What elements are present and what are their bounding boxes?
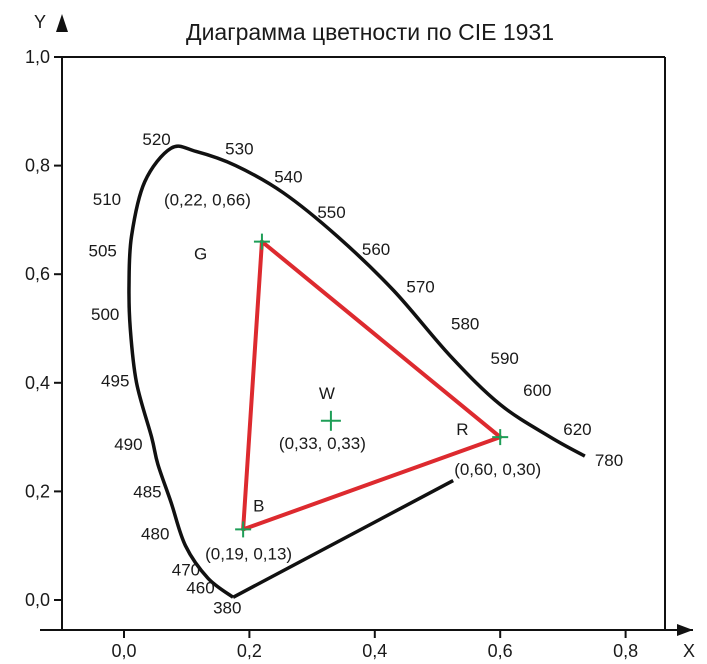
wavelength-label: 505	[89, 241, 117, 260]
point-name: W	[319, 384, 335, 403]
x-tick-label: 0,4	[362, 641, 387, 661]
point-name: B	[253, 496, 264, 515]
y-axis-label: Y	[34, 12, 46, 32]
spectral-locus-layer	[127, 144, 586, 599]
wavelength-label: 460	[186, 579, 214, 598]
x-axis-label: X	[683, 641, 695, 661]
wavelength-label: 490	[114, 435, 142, 454]
wavelength-label: 520	[142, 130, 170, 149]
wavelength-label: 560	[362, 240, 390, 259]
point-layer: G (0,22, 0,66) R (0,60, 0,30) B (0,19, 0,13) W…	[164, 191, 541, 564]
wavelength-label: 600	[523, 381, 551, 400]
wavelength-label: 550	[317, 203, 345, 222]
wavelength-label: 500	[91, 305, 119, 324]
point-coord-label: (0,60, 0,30)	[454, 460, 541, 479]
point-name: R	[456, 420, 468, 439]
y-tick-label: 0,2	[25, 481, 50, 501]
wavelength-label: 510	[93, 190, 121, 209]
wavelength-label: 620	[563, 420, 591, 439]
wavelength-label: 780	[595, 451, 623, 470]
gamut-triangle	[241, 239, 503, 532]
wavelength-label: 470	[172, 560, 200, 579]
wavelength-label: 580	[451, 315, 479, 334]
wavelength-label: 540	[274, 168, 302, 187]
y-tick-label: 0,4	[25, 373, 50, 393]
x-axis-arrow	[677, 624, 693, 636]
wavelength-label: 590	[491, 349, 519, 368]
wavelength-label: 485	[133, 482, 161, 501]
x-tick-label: 0,2	[237, 641, 262, 661]
x-tick-label: 0,8	[613, 641, 638, 661]
y-tick-label: 1,0	[25, 47, 50, 67]
axes: X Y 0,0 0,2 0,4 0,6 0,8 0,0 0,2 0,4 0,6 0,8 1,0	[25, 12, 695, 661]
x-tick-label: 0,6	[488, 641, 513, 661]
point-coord-label: (0,33, 0,33)	[279, 434, 366, 453]
point-coord-label: (0,22, 0,66)	[164, 191, 251, 210]
gamut-layer	[241, 239, 503, 532]
point-coord-label: (0,19, 0,13)	[205, 544, 292, 563]
wavelength-label: 530	[225, 139, 253, 158]
y-tick-label: 0,0	[25, 590, 50, 610]
spectral-locus	[127, 144, 586, 599]
purple-line	[232, 478, 454, 599]
point-name: G	[194, 245, 207, 264]
wavelength-label: 570	[406, 278, 434, 297]
y-axis-arrow	[56, 14, 68, 32]
wavelength-label: 480	[141, 524, 169, 543]
x-tick-label: 0,0	[111, 641, 136, 661]
y-tick-label: 0,6	[25, 264, 50, 284]
wavelength-label: 495	[101, 371, 129, 390]
wavelength-label: 380	[213, 598, 241, 617]
chart-title: Диаграмма цветности по CIE 1931	[186, 19, 554, 45]
y-tick-label: 0,8	[25, 156, 50, 176]
